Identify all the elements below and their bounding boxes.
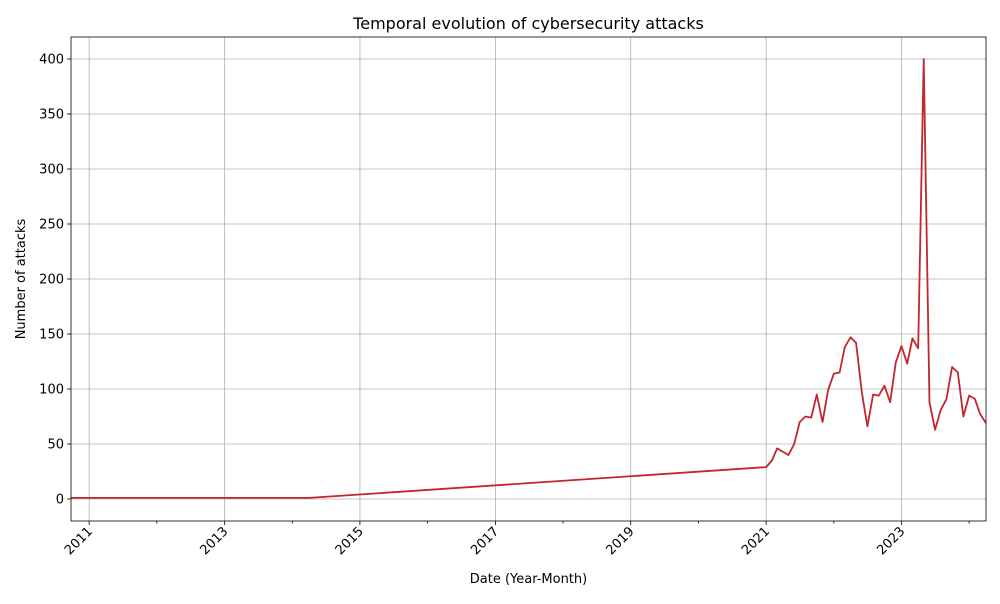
x-axis-label: Date (Year-Month): [470, 572, 587, 587]
y-tick-label: 100: [39, 383, 64, 398]
x-tick-label: 2017: [468, 524, 502, 558]
x-tick-label: 2019: [604, 524, 638, 558]
chart-title: Temporal evolution of cybersecurity atta…: [352, 14, 704, 33]
y-tick-label: 300: [39, 163, 64, 178]
y-tick-label: 200: [39, 273, 64, 288]
x-tick-label: 2013: [197, 524, 231, 558]
attacks-series-line: [71, 58, 986, 499]
axis-ticks: 0 50 100 150 200 250 300 350 400 2011 2013 2015 2017…: [39, 53, 970, 558]
y-tick-label: 50: [47, 438, 64, 453]
y-axis-label: Number of attacks: [14, 218, 29, 339]
x-tick-label: 2015: [333, 524, 367, 558]
series-layer: [71, 58, 986, 499]
x-tick-label: 2011: [62, 524, 96, 558]
x-tick-label: 2021: [739, 524, 773, 558]
y-tick-label: 250: [39, 218, 64, 233]
x-tick-label: 2023: [874, 524, 908, 558]
grid-lines: [71, 37, 986, 521]
y-tick-label: 150: [39, 328, 64, 343]
y-tick-label: 400: [39, 53, 64, 68]
y-tick-label: 0: [56, 493, 64, 508]
y-tick-label: 350: [39, 108, 64, 123]
